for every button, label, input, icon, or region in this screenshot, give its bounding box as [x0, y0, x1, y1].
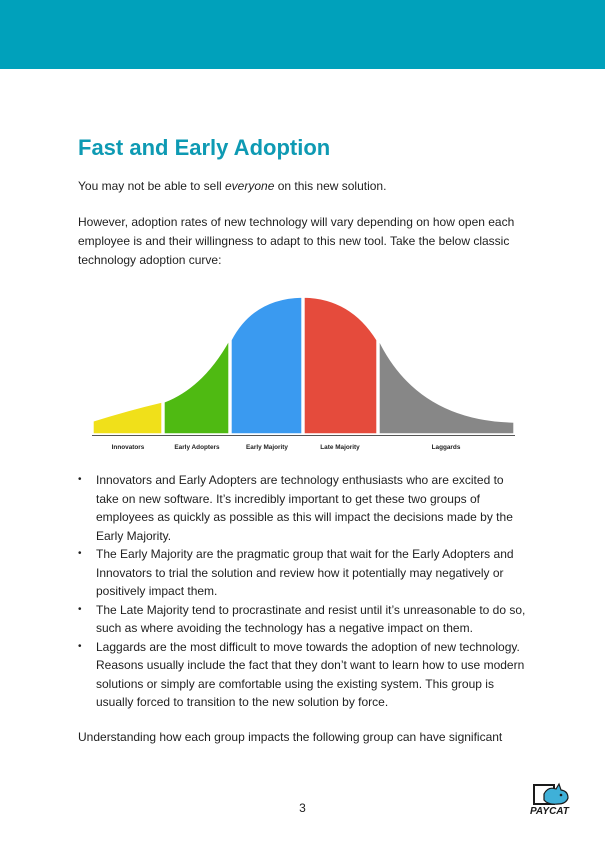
list-item-text: The Early Majority are the pragmatic gro…: [96, 547, 514, 598]
list-item-text: Innovators and Early Adopters are techno…: [96, 473, 513, 543]
page-number: 3: [299, 801, 306, 815]
label-early-adopters: Early Adopters: [174, 444, 220, 451]
header-band: [0, 0, 605, 69]
label-laggards: Laggards: [432, 444, 461, 451]
label-early-majority: Early Majority: [246, 444, 288, 451]
intro-paragraph: You may not be able to sell everyone on …: [78, 177, 528, 196]
closing-paragraph: Understanding how each group impacts the…: [78, 730, 503, 744]
label-innovators: Innovators: [112, 444, 145, 451]
intro-text: You may not be able to sell: [78, 179, 225, 193]
paycat-logo-text: PAYCAT: [530, 806, 569, 817]
paycat-cat-logo-icon: [533, 782, 569, 805]
segment-early-adopters: [163, 337, 230, 435]
bullet-icon: •: [78, 640, 82, 652]
list-item: • Innovators and Early Adopters are techn…: [78, 471, 528, 545]
bullet-icon: •: [78, 548, 82, 559]
bullet-icon: •: [78, 474, 82, 485]
list-item: • The Late Majority tend to procrastinate…: [78, 601, 528, 638]
segment-early-majority: [230, 296, 303, 435]
list-item-text: Laggards are the most difficult to move …: [96, 639, 525, 710]
adoption-groups-list: • Innovators and Early Adopters are techn…: [78, 471, 528, 712]
bullet-icon: •: [78, 603, 82, 615]
intro-text-end: on this new solution.: [274, 179, 387, 193]
intro-emphasis: everyone: [225, 179, 275, 193]
adoption-curve-diagram: Innovators Early Adopters Early Majority…: [92, 296, 515, 451]
segment-innovators: [92, 401, 163, 435]
label-late-majority: Late Majority: [320, 444, 360, 451]
list-item: • Laggards are the most difficult to move…: [78, 638, 528, 712]
page-title: Fast and Early Adoption: [78, 135, 331, 160]
adoption-paragraph: However, adoption rates of new technolog…: [78, 215, 515, 267]
list-item-text: The Late Majority tend to procrastinate …: [96, 602, 526, 636]
segment-laggards: [378, 339, 515, 435]
segment-late-majority: [303, 296, 378, 435]
list-item: • The Early Majority are the pragmatic gr…: [78, 545, 528, 601]
